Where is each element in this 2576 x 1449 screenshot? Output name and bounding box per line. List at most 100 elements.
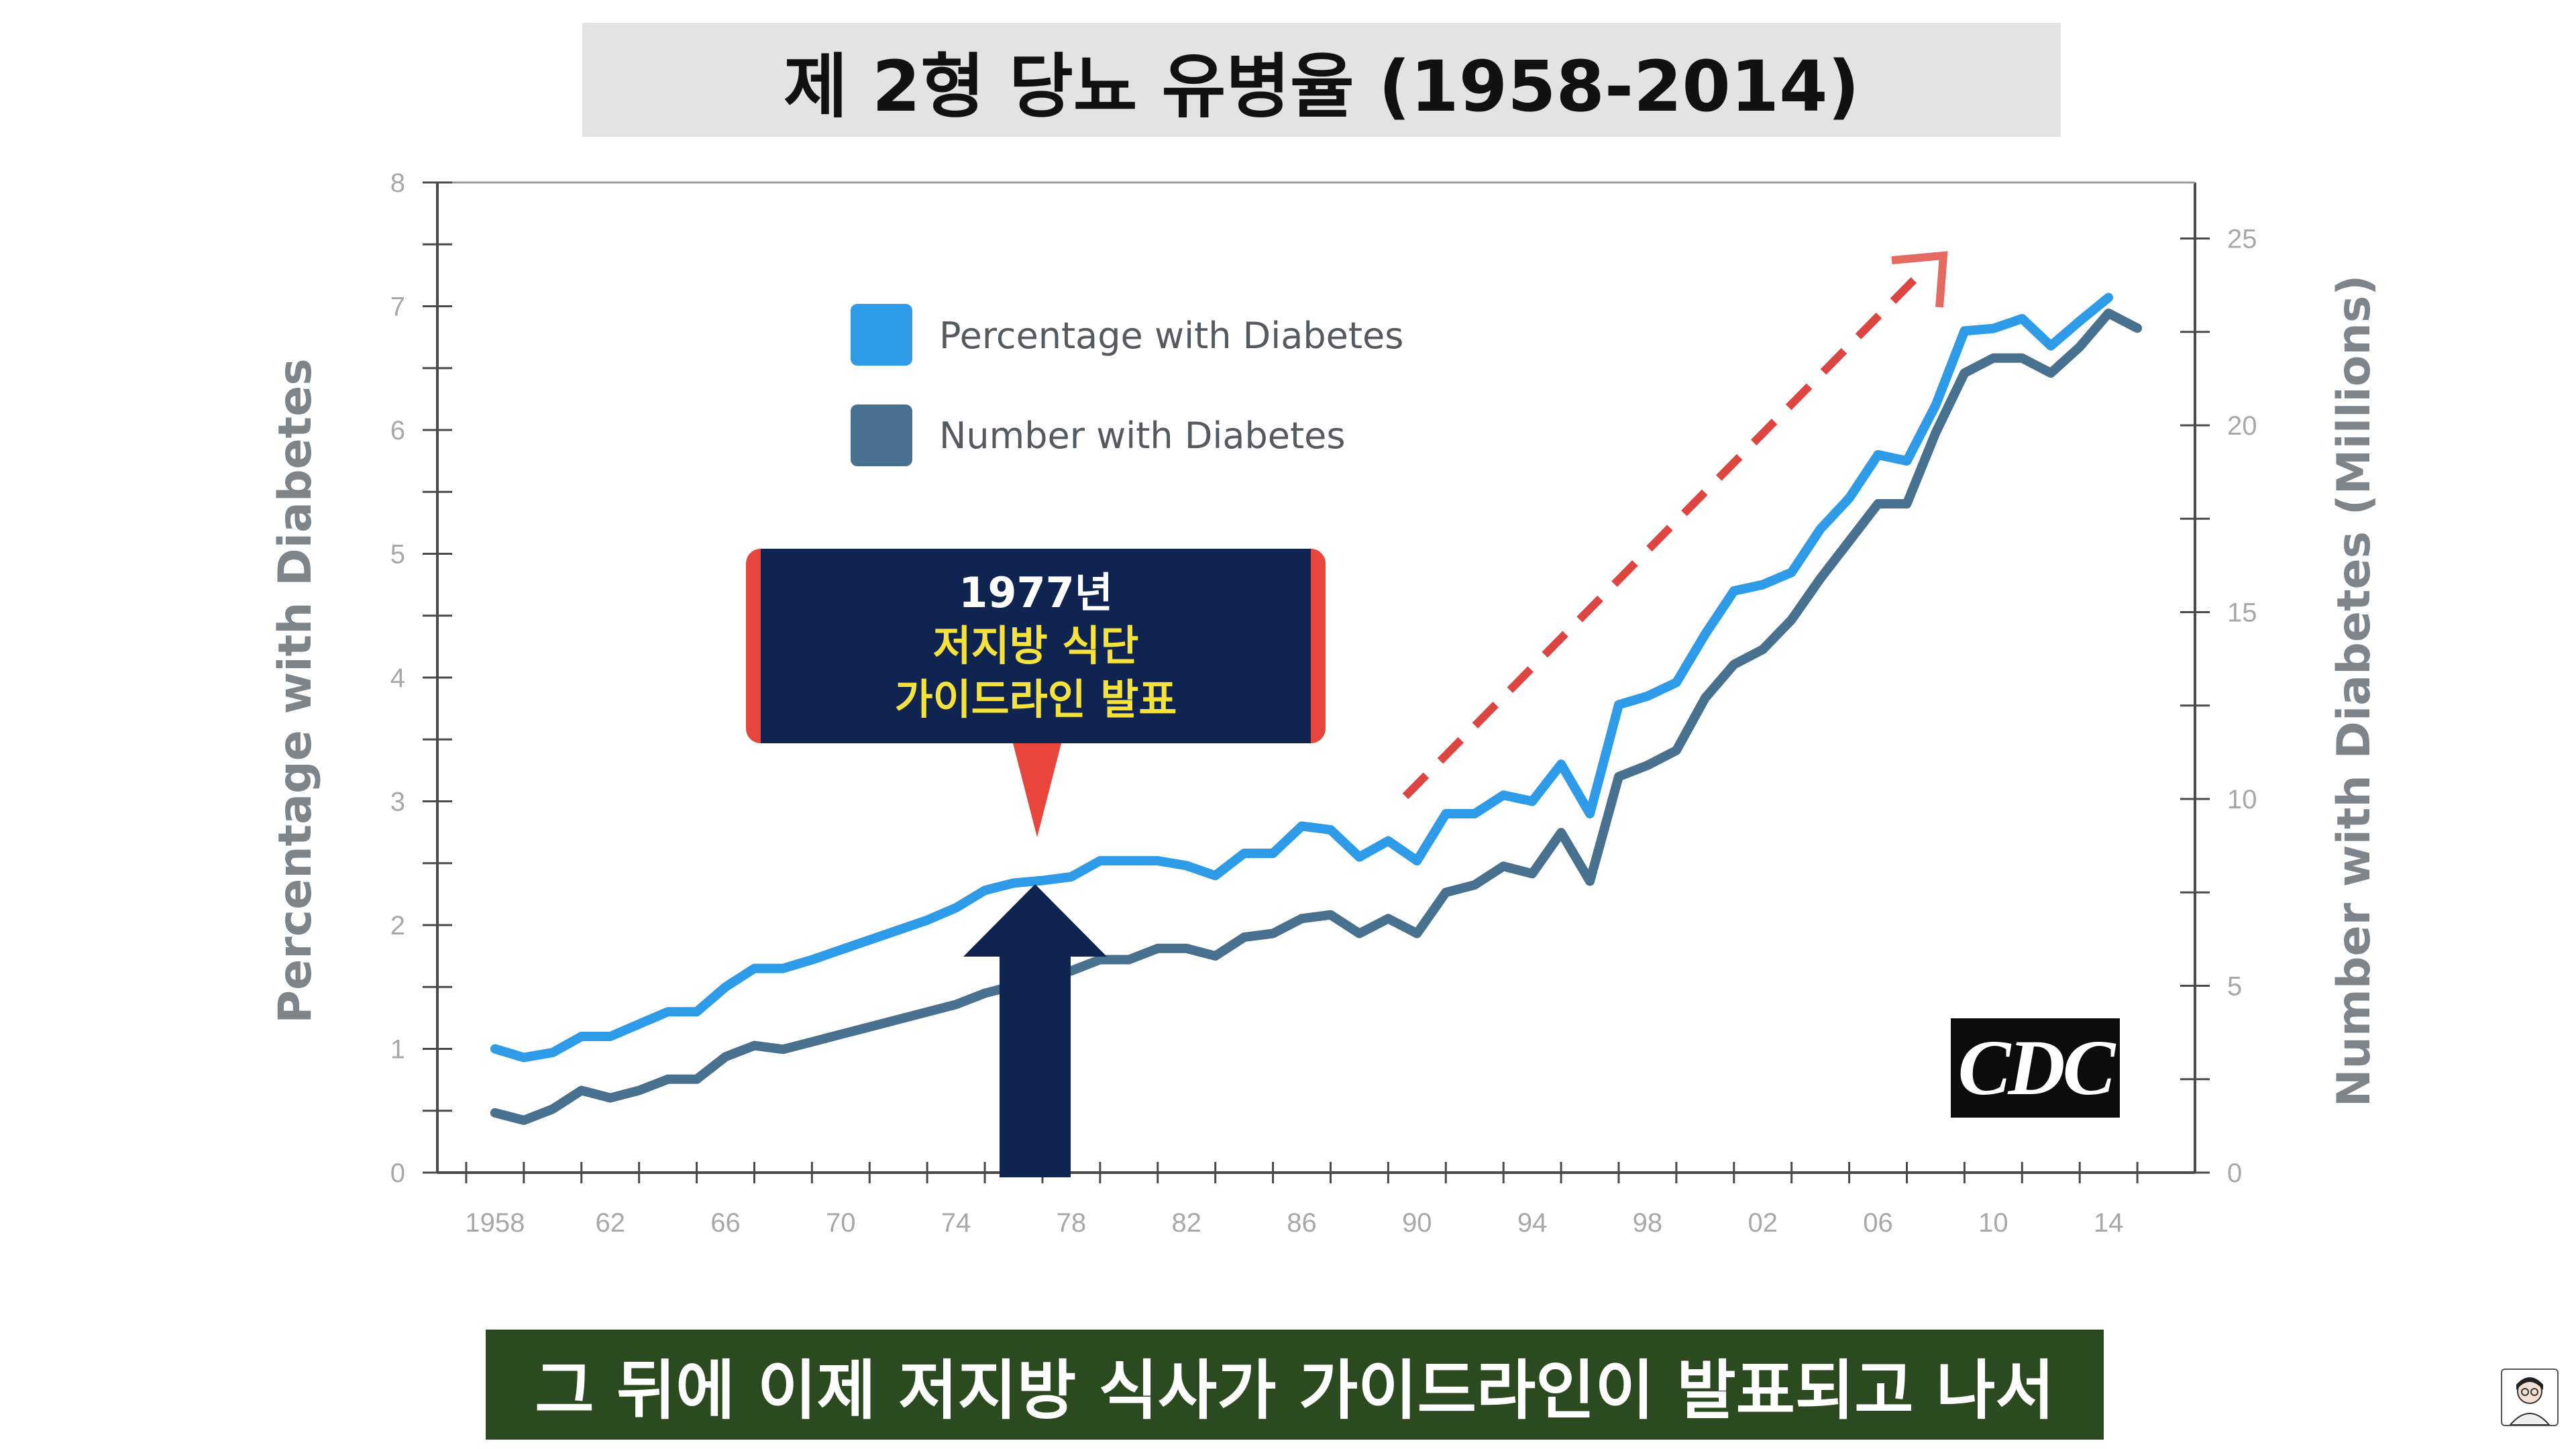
data-point-percentage [1472, 812, 1477, 816]
data-point-percentage [752, 966, 757, 971]
data-point-percentage [723, 985, 728, 989]
data-point-percentage [1760, 582, 1765, 587]
x-tick-label: 14 [2094, 1208, 2124, 1238]
trend-arrow-dashed-line [1402, 265, 1929, 800]
data-point-number [954, 1002, 959, 1007]
data-point-percentage [608, 1034, 612, 1038]
data-point-percentage [2049, 343, 2053, 348]
data-point-percentage [492, 1046, 497, 1051]
data-point-number [637, 1088, 641, 1093]
data-point-number [1847, 539, 1851, 543]
data-point-percentage [1242, 851, 1246, 855]
legend-swatch-number [851, 405, 912, 466]
data-point-number [839, 1032, 843, 1036]
data-point-number [983, 991, 987, 996]
y-axis-right-title: Number with Diabetes (Millions) [2328, 275, 2381, 1108]
data-point-percentage [1415, 859, 1419, 863]
callout-year: 1977년 [959, 568, 1113, 617]
data-point-percentage [983, 888, 987, 893]
y-right-tick-label: 25 [2227, 225, 2257, 254]
data-point-percentage [810, 957, 814, 962]
data-point-number [2078, 345, 2082, 350]
data-point-percentage [1559, 762, 1564, 767]
up-arrow-icon [963, 884, 1107, 1177]
data-point-number [1818, 576, 1823, 581]
data-point-percentage [665, 1010, 670, 1014]
chart-series [490, 292, 2143, 1125]
data-point-number [1126, 957, 1131, 962]
callout-pointer-icon [1013, 743, 1061, 837]
data-point-number [1933, 431, 1938, 435]
data-point-percentage [1126, 859, 1131, 863]
data-point-percentage [1097, 859, 1102, 863]
data-point-number [550, 1107, 555, 1112]
subtitle-caption: 그 뒤에 이제 저지방 식사가 가이드라인이 발표되고 나서 [486, 1330, 2104, 1440]
data-point-percentage [1069, 875, 1073, 879]
data-point-percentage [637, 1022, 641, 1026]
data-point-percentage [1184, 863, 1189, 868]
data-point-percentage [954, 906, 959, 910]
data-point-percentage [1645, 694, 1650, 698]
x-tick-label: 02 [1748, 1208, 1778, 1238]
data-point-number [896, 1017, 901, 1022]
data-point-percentage [1818, 527, 1823, 531]
data-point-number [1271, 931, 1275, 936]
data-point-number [521, 1118, 526, 1122]
x-tick-label: 78 [1057, 1208, 1087, 1238]
x-tick-label: 62 [595, 1208, 625, 1238]
y-right-tick-label: 15 [2227, 598, 2257, 628]
data-point-percentage [867, 938, 872, 943]
data-point-percentage [1847, 496, 1851, 500]
data-point-number [1213, 954, 1218, 958]
data-point-number [925, 1010, 930, 1014]
data-point-percentage [2106, 295, 2111, 300]
data-point-percentage [1789, 570, 1794, 575]
data-point-percentage [896, 928, 901, 932]
x-tick-label: 1958 [465, 1208, 525, 1238]
x-tick-label: 86 [1287, 1208, 1317, 1238]
chart-legend: Percentage with Diabetes Number with Dia… [851, 304, 1403, 466]
data-point-number [810, 1040, 814, 1044]
data-point-number [1530, 871, 1535, 876]
x-tick-label: 94 [1517, 1208, 1548, 1238]
data-point-number [492, 1110, 497, 1115]
subtitle-text: 그 뒤에 이제 저지방 식사가 가이드라인이 발표되고 나서 [535, 1352, 2055, 1428]
data-point-number [1876, 502, 1880, 506]
data-point-number [1760, 647, 1765, 652]
x-tick-label: 82 [1171, 1208, 1201, 1238]
data-point-percentage [1271, 851, 1275, 855]
legend-swatch-percentage [851, 304, 912, 366]
data-point-percentage [925, 918, 930, 922]
data-point-number [1299, 916, 1304, 921]
data-point-number [867, 1024, 872, 1029]
data-point-percentage [1444, 812, 1448, 816]
data-point-percentage [1962, 329, 1967, 333]
data-point-number [1731, 662, 1736, 667]
data-point-percentage [694, 1010, 699, 1014]
data-point-number [1904, 502, 1909, 506]
data-point-number [1415, 931, 1419, 936]
data-point-number [1242, 935, 1246, 940]
data-point-number [1703, 696, 1707, 700]
data-point-number [2049, 371, 2053, 376]
y-left-tick-label: 1 [390, 1035, 405, 1065]
data-point-percentage [550, 1051, 555, 1055]
y-right-tick-label: 20 [2227, 411, 2257, 441]
data-point-number [608, 1095, 612, 1100]
x-tick-label: 70 [826, 1208, 856, 1238]
data-point-percentage [1040, 878, 1044, 883]
data-point-number [1155, 946, 1160, 951]
data-point-number [1472, 883, 1477, 888]
data-point-number [1328, 912, 1333, 917]
data-point-number [1588, 879, 1592, 883]
data-point-number [1501, 864, 1506, 869]
data-point-percentage [1904, 459, 1909, 464]
data-point-percentage [1731, 588, 1736, 593]
data-point-number [1645, 763, 1650, 767]
data-point-number [2135, 326, 2140, 331]
data-point-number [1962, 371, 1967, 376]
data-point-percentage [1328, 827, 1333, 832]
data-point-number [752, 1043, 757, 1048]
data-point-number [1097, 957, 1102, 962]
